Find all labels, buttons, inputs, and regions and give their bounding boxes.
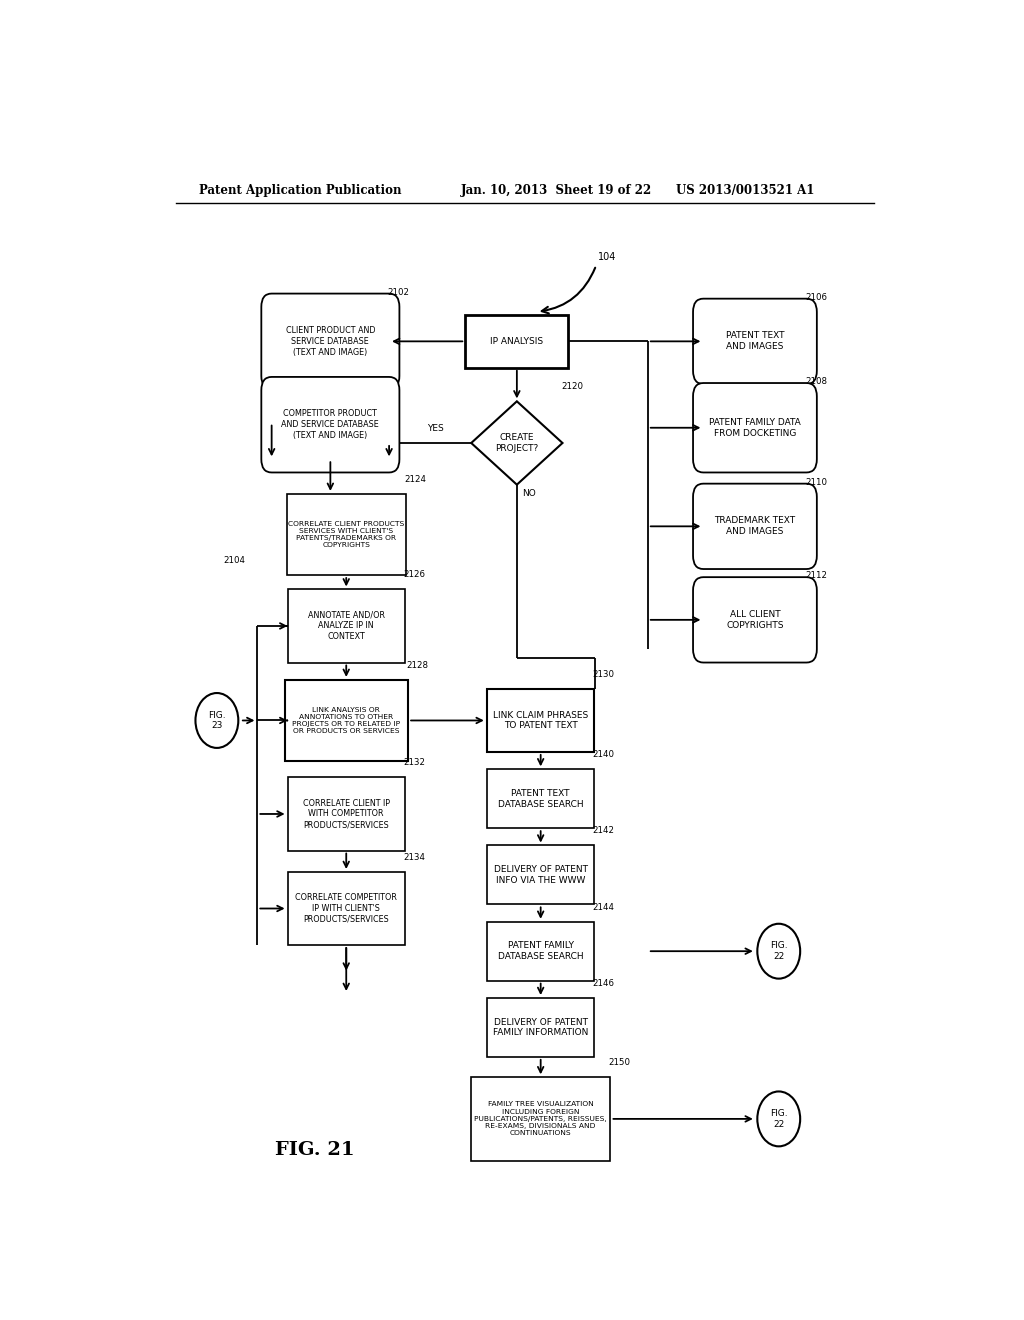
Text: ANNOTATE AND/OR
ANALYZE IP IN
CONTEXT: ANNOTATE AND/OR ANALYZE IP IN CONTEXT [308,611,385,642]
FancyBboxPatch shape [693,383,817,473]
Text: 2124: 2124 [404,475,426,483]
FancyBboxPatch shape [287,494,406,576]
Text: 2120: 2120 [561,383,583,391]
FancyBboxPatch shape [261,378,399,473]
Circle shape [758,924,800,978]
FancyBboxPatch shape [693,483,817,569]
Text: ALL CLIENT
COPYRIGHTS: ALL CLIENT COPYRIGHTS [726,610,783,630]
Text: 2112: 2112 [805,572,827,581]
FancyBboxPatch shape [288,589,404,663]
Circle shape [758,1092,800,1146]
Text: TRADEMARK TEXT
AND IMAGES: TRADEMARK TEXT AND IMAGES [715,516,796,536]
FancyBboxPatch shape [487,770,594,828]
Text: 2126: 2126 [403,570,425,579]
Text: IP ANALYSIS: IP ANALYSIS [490,337,544,346]
Text: 2108: 2108 [805,378,827,385]
Text: LINK CLAIM PHRASES
TO PATENT TEXT: LINK CLAIM PHRASES TO PATENT TEXT [493,710,589,730]
FancyBboxPatch shape [487,689,594,752]
Text: PATENT TEXT
AND IMAGES: PATENT TEXT AND IMAGES [726,331,784,351]
Text: Jan. 10, 2013  Sheet 19 of 22: Jan. 10, 2013 Sheet 19 of 22 [461,185,652,198]
FancyBboxPatch shape [285,680,408,762]
FancyBboxPatch shape [487,998,594,1057]
Text: PATENT FAMILY DATA
FROM DOCKETING: PATENT FAMILY DATA FROM DOCKETING [709,418,801,438]
Text: PATENT TEXT
DATABASE SEARCH: PATENT TEXT DATABASE SEARCH [498,789,584,809]
Text: US 2013/0013521 A1: US 2013/0013521 A1 [676,185,814,198]
FancyBboxPatch shape [487,846,594,904]
Text: 2144: 2144 [593,903,614,912]
Text: CORRELATE CLIENT IP
WITH COMPETITOR
PRODUCTS/SERVICES: CORRELATE CLIENT IP WITH COMPETITOR PROD… [303,799,390,829]
Text: NO: NO [521,490,536,499]
Text: 104: 104 [598,252,616,263]
Text: YES: YES [428,424,444,433]
Text: FIG. 21: FIG. 21 [274,1140,354,1159]
Text: FIG.
23: FIG. 23 [208,710,225,730]
Text: FAMILY TREE VISUALIZATION
INCLUDING FOREIGN
PUBLICATIONS/PATENTS, REISSUES,
RE-E: FAMILY TREE VISUALIZATION INCLUDING FORE… [474,1101,607,1137]
Text: FIG.
22: FIG. 22 [770,941,787,961]
FancyBboxPatch shape [465,315,568,368]
Text: 2102: 2102 [387,288,410,297]
Text: CORRELATE COMPETITOR
IP WITH CLIENT'S
PRODUCTS/SERVICES: CORRELATE COMPETITOR IP WITH CLIENT'S PR… [295,894,397,924]
FancyBboxPatch shape [471,1077,610,1160]
Text: 2132: 2132 [403,758,425,767]
Text: 2110: 2110 [805,478,827,487]
Text: CORRELATE CLIENT PRODUCTS
SERVICES WITH CLIENT'S
PATENTS/TRADEMARKS OR
COPYRIGHT: CORRELATE CLIENT PRODUCTS SERVICES WITH … [288,520,404,548]
FancyBboxPatch shape [261,293,399,389]
Text: 2106: 2106 [805,293,827,302]
Text: 2130: 2130 [593,669,614,678]
Text: 2134: 2134 [403,853,425,862]
Circle shape [196,693,239,748]
Text: DELIVERY OF PATENT
FAMILY INFORMATION: DELIVERY OF PATENT FAMILY INFORMATION [493,1018,589,1038]
Text: COMPETITOR PRODUCT
AND SERVICE DATABASE
(TEXT AND IMAGE): COMPETITOR PRODUCT AND SERVICE DATABASE … [282,409,379,440]
FancyBboxPatch shape [487,921,594,981]
FancyBboxPatch shape [288,873,404,945]
Text: Patent Application Publication: Patent Application Publication [200,185,402,198]
Text: CLIENT PRODUCT AND
SERVICE DATABASE
(TEXT AND IMAGE): CLIENT PRODUCT AND SERVICE DATABASE (TEX… [286,326,375,356]
Text: DELIVERY OF PATENT
INFO VIA THE WWW: DELIVERY OF PATENT INFO VIA THE WWW [494,865,588,884]
Text: CREATE
PROJECT?: CREATE PROJECT? [496,433,539,453]
FancyBboxPatch shape [693,298,817,384]
Text: 2142: 2142 [593,826,614,836]
Text: 2128: 2128 [407,660,428,669]
Text: 2104: 2104 [223,556,246,565]
Text: 2140: 2140 [593,750,614,759]
Text: LINK ANALYSIS OR
ANNOTATIONS TO OTHER
PROJECTS OR TO RELATED IP
OR PRODUCTS OR S: LINK ANALYSIS OR ANNOTATIONS TO OTHER PR… [292,706,400,734]
Text: FIG.
22: FIG. 22 [770,1109,787,1129]
Polygon shape [471,401,562,484]
Text: 2150: 2150 [608,1059,631,1067]
Text: 2146: 2146 [593,979,614,987]
FancyBboxPatch shape [693,577,817,663]
FancyBboxPatch shape [288,777,404,850]
Text: PATENT FAMILY
DATABASE SEARCH: PATENT FAMILY DATABASE SEARCH [498,941,584,961]
